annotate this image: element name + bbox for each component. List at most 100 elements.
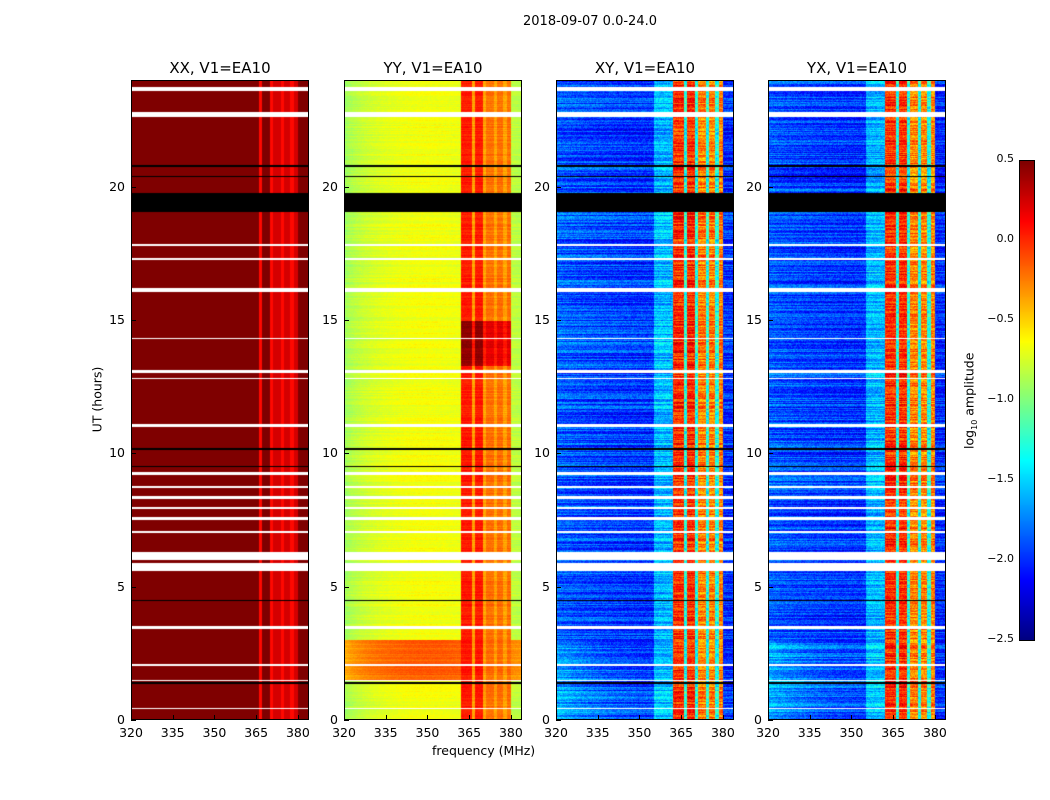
x-tick-mark	[893, 715, 895, 720]
x-tick-label: 320	[332, 725, 356, 740]
y-tick-label: 5	[754, 578, 762, 594]
panel-title: XX, V1=EA10	[169, 59, 271, 77]
colorbar-gradient	[1020, 161, 1034, 640]
y-tick-label: 15	[746, 312, 762, 327]
x-tick-mark	[214, 715, 216, 720]
colorbar-tick-label: −2.5	[987, 632, 1014, 645]
x-tick-mark	[809, 715, 811, 720]
y-tick-label: 10	[746, 445, 762, 461]
colorbar-tick-label: 0.0	[996, 232, 1015, 245]
y-tick-label: 5	[330, 578, 338, 594]
heatmap-image	[132, 81, 308, 719]
y-tick-mark	[344, 720, 349, 721]
colorbar	[1019, 160, 1035, 641]
x-tick-label: 380	[498, 725, 523, 740]
x-tick-mark	[722, 715, 724, 720]
x-tick-mark	[681, 715, 683, 720]
x-tick-label: 320	[544, 725, 568, 740]
y-tick-label: 20	[746, 178, 762, 194]
y-tick-label: 20	[534, 178, 550, 194]
panel-title: YY, V1=EA10	[383, 59, 483, 77]
heatmap-panel	[556, 80, 734, 720]
y-tick-mark	[556, 320, 561, 321]
x-tick-mark	[256, 715, 258, 720]
y-axis-label: UT (hours)	[89, 366, 105, 433]
x-tick-mark	[851, 715, 853, 720]
y-tick-mark	[131, 186, 136, 188]
colorbar-tick-label: −2.0	[987, 552, 1014, 565]
heatmap-panel	[344, 80, 522, 720]
panel-title: YX, V1=EA10	[806, 59, 908, 77]
colorbar-tick-label: −0.5	[987, 312, 1014, 325]
x-tick-label: 335	[160, 725, 185, 740]
y-tick-mark	[768, 586, 773, 588]
x-tick-mark	[297, 715, 299, 720]
x-tick-label: 380	[710, 725, 735, 740]
heatmap-image	[345, 81, 521, 719]
x-tick-label: 365	[457, 725, 482, 740]
x-tick-mark	[172, 715, 174, 720]
y-tick-label: 10	[322, 445, 338, 461]
y-tick-label: 15	[534, 312, 550, 327]
y-tick-label: 0	[330, 712, 338, 727]
x-tick-mark	[510, 715, 512, 720]
x-tick-mark	[131, 715, 132, 720]
heatmap-image	[769, 81, 945, 719]
y-tick-label: 15	[109, 312, 125, 327]
y-tick-mark	[768, 720, 773, 721]
x-tick-mark	[385, 715, 387, 720]
y-tick-mark	[768, 320, 773, 321]
colorbar-tick-label: 0.5	[996, 152, 1015, 165]
x-tick-label: 350	[627, 725, 652, 740]
x-tick-label: 380	[922, 725, 947, 740]
x-tick-mark	[768, 715, 769, 720]
x-tick-label: 365	[669, 725, 694, 740]
y-tick-mark	[556, 586, 561, 588]
y-tick-label: 20	[109, 178, 125, 194]
y-tick-mark	[344, 186, 349, 188]
y-tick-label: 10	[534, 445, 550, 461]
y-tick-mark	[131, 720, 136, 721]
x-tick-mark	[556, 715, 557, 720]
heatmap-panel	[131, 80, 309, 720]
x-tick-label: 350	[415, 725, 440, 740]
heatmap-panel	[768, 80, 946, 720]
x-tick-mark	[469, 715, 471, 720]
x-tick-mark	[934, 715, 936, 720]
x-tick-label: 350	[202, 725, 227, 740]
x-tick-label: 335	[373, 725, 398, 740]
y-tick-label: 20	[322, 178, 338, 194]
x-tick-label: 350	[839, 725, 864, 740]
x-tick-label: 380	[285, 725, 310, 740]
y-tick-label: 5	[542, 578, 550, 594]
y-tick-mark	[556, 720, 561, 721]
y-tick-label: 10	[109, 445, 125, 461]
y-tick-mark	[344, 320, 349, 321]
x-tick-mark	[427, 715, 429, 720]
x-tick-label: 320	[119, 725, 143, 740]
x-tick-mark	[344, 715, 345, 720]
colorbar-tick-label: −1.0	[987, 392, 1014, 405]
x-tick-label: 335	[585, 725, 610, 740]
x-axis-label: frequency (MHz)	[432, 743, 536, 758]
y-tick-mark	[131, 320, 136, 321]
y-tick-mark	[131, 586, 136, 588]
y-tick-label: 5	[117, 578, 125, 594]
panel-title: XY, V1=EA10	[594, 59, 696, 77]
x-tick-mark	[639, 715, 641, 720]
y-tick-mark	[344, 586, 349, 588]
y-tick-mark	[556, 453, 561, 455]
x-tick-label: 320	[756, 725, 780, 740]
figure-title: 2018-09-07 0.0-24.0	[523, 14, 657, 29]
x-tick-label: 335	[797, 725, 822, 740]
x-tick-label: 365	[881, 725, 906, 740]
y-tick-mark	[768, 186, 773, 188]
y-tick-mark	[768, 453, 773, 455]
heatmap-image	[557, 81, 733, 719]
y-tick-mark	[344, 453, 349, 455]
y-tick-label: 0	[117, 712, 125, 727]
x-tick-mark	[597, 715, 599, 720]
y-tick-mark	[556, 186, 561, 188]
y-tick-label: 15	[322, 312, 338, 327]
